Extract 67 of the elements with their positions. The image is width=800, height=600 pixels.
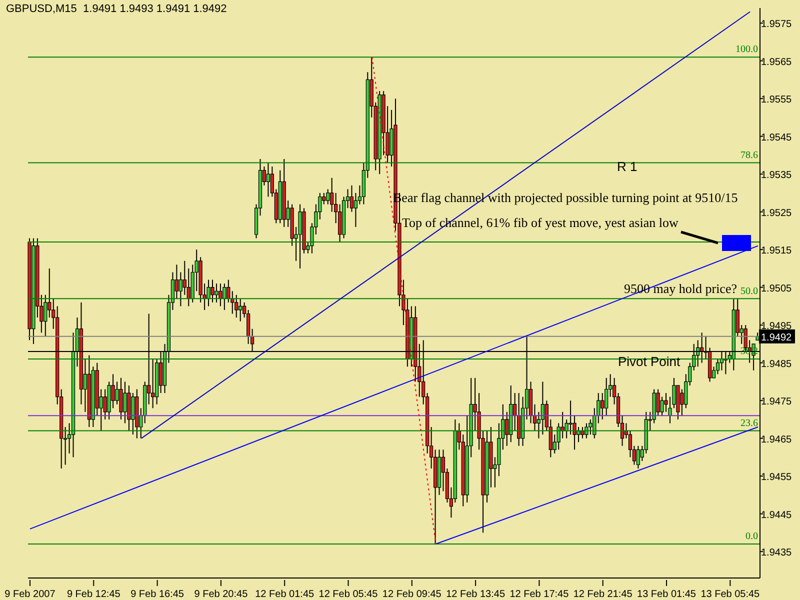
candlestick bbox=[131, 392, 135, 436]
candlestick bbox=[660, 396, 664, 416]
y-tick-label: 1.9515 bbox=[761, 246, 792, 257]
chart-title: GBPUSD,M15 1.9491 1.9493 1.9491 1.9492 bbox=[6, 3, 227, 15]
candlestick bbox=[222, 283, 226, 310]
candlestick bbox=[226, 279, 230, 303]
y-tick-label: 1.9455 bbox=[761, 472, 792, 484]
candlestick bbox=[326, 188, 330, 205]
y-tick-label: 1.9525 bbox=[761, 208, 792, 219]
y-tick-label: 1.9495 bbox=[761, 321, 792, 332]
x-tick-label: 13 Feb 01:45 bbox=[637, 589, 696, 600]
candlestick bbox=[103, 388, 107, 420]
candlestick bbox=[234, 294, 238, 318]
y-tick-label: 1.9545 bbox=[761, 132, 792, 144]
candlestick bbox=[174, 264, 178, 300]
x-tick-label: 12 Feb 13:45 bbox=[446, 589, 506, 600]
candlestick bbox=[560, 411, 564, 439]
candlestick bbox=[44, 294, 48, 337]
candlestick bbox=[330, 177, 334, 212]
annotation: 9500 may hold price? bbox=[624, 281, 737, 296]
candlestick bbox=[210, 279, 214, 303]
candlestick bbox=[298, 204, 302, 269]
x-tick-label: 13 Feb 05:45 bbox=[700, 589, 760, 600]
candlestick bbox=[604, 377, 608, 416]
x-tick-label: 9 Feb 2007 bbox=[4, 589, 56, 600]
x-tick-label: 12 Feb 21:45 bbox=[573, 589, 633, 600]
x-tick-label: 12 Feb 09:45 bbox=[382, 589, 442, 600]
x-tick-label: 9 Feb 16:45 bbox=[130, 589, 184, 600]
candlestick bbox=[123, 381, 127, 424]
x-tick-label: 9 Feb 12:45 bbox=[66, 589, 121, 600]
candlestick bbox=[238, 298, 242, 322]
annotation: 0.0 bbox=[746, 531, 758, 542]
y-tick-label: 1.9485 bbox=[761, 358, 792, 370]
y-tick-label: 1.9575 bbox=[761, 19, 792, 30]
candlestick bbox=[636, 445, 640, 470]
x-tick-label: 9 Feb 20:45 bbox=[194, 589, 248, 600]
candlestick bbox=[214, 283, 218, 303]
y-tick-label: 1.9465 bbox=[761, 434, 792, 446]
y-tick-label: 1.9535 bbox=[761, 170, 792, 182]
candlestick bbox=[218, 283, 222, 307]
y-tick-label: 1.9492 bbox=[761, 332, 792, 344]
y-tick-label: 1.9475 bbox=[761, 396, 792, 408]
candlestick bbox=[111, 374, 115, 409]
x-tick-label: 12 Feb 05:45 bbox=[318, 589, 378, 600]
candlestick bbox=[206, 279, 210, 307]
x-tick-label: 12 Feb 17:45 bbox=[510, 589, 570, 600]
y-tick-label: 1.9445 bbox=[761, 510, 792, 521]
annotation: 78.6 bbox=[740, 150, 758, 161]
candlestick bbox=[186, 268, 190, 307]
annotation: R 1 bbox=[617, 159, 638, 174]
y-tick-label: 1.9565 bbox=[761, 56, 792, 68]
candlestick bbox=[517, 392, 521, 446]
candlestick bbox=[266, 162, 270, 198]
x-tick-label: 12 Feb 01:45 bbox=[255, 589, 315, 600]
annotation: 100.0 bbox=[736, 44, 758, 56]
y-tick-label: 1.9435 bbox=[761, 548, 792, 559]
annotation: 23.6 bbox=[740, 418, 758, 429]
candlestick bbox=[568, 400, 572, 436]
y-tick-label: 1.9505 bbox=[761, 283, 792, 294]
candlestick bbox=[600, 392, 604, 420]
candlestick bbox=[588, 418, 592, 436]
annotation: 50.0 bbox=[740, 286, 758, 297]
candlestick bbox=[48, 268, 52, 318]
y-tick-label: 1.9555 bbox=[761, 94, 792, 106]
candlestick bbox=[540, 381, 544, 436]
candlestick bbox=[656, 388, 660, 416]
candlestick bbox=[119, 377, 123, 420]
